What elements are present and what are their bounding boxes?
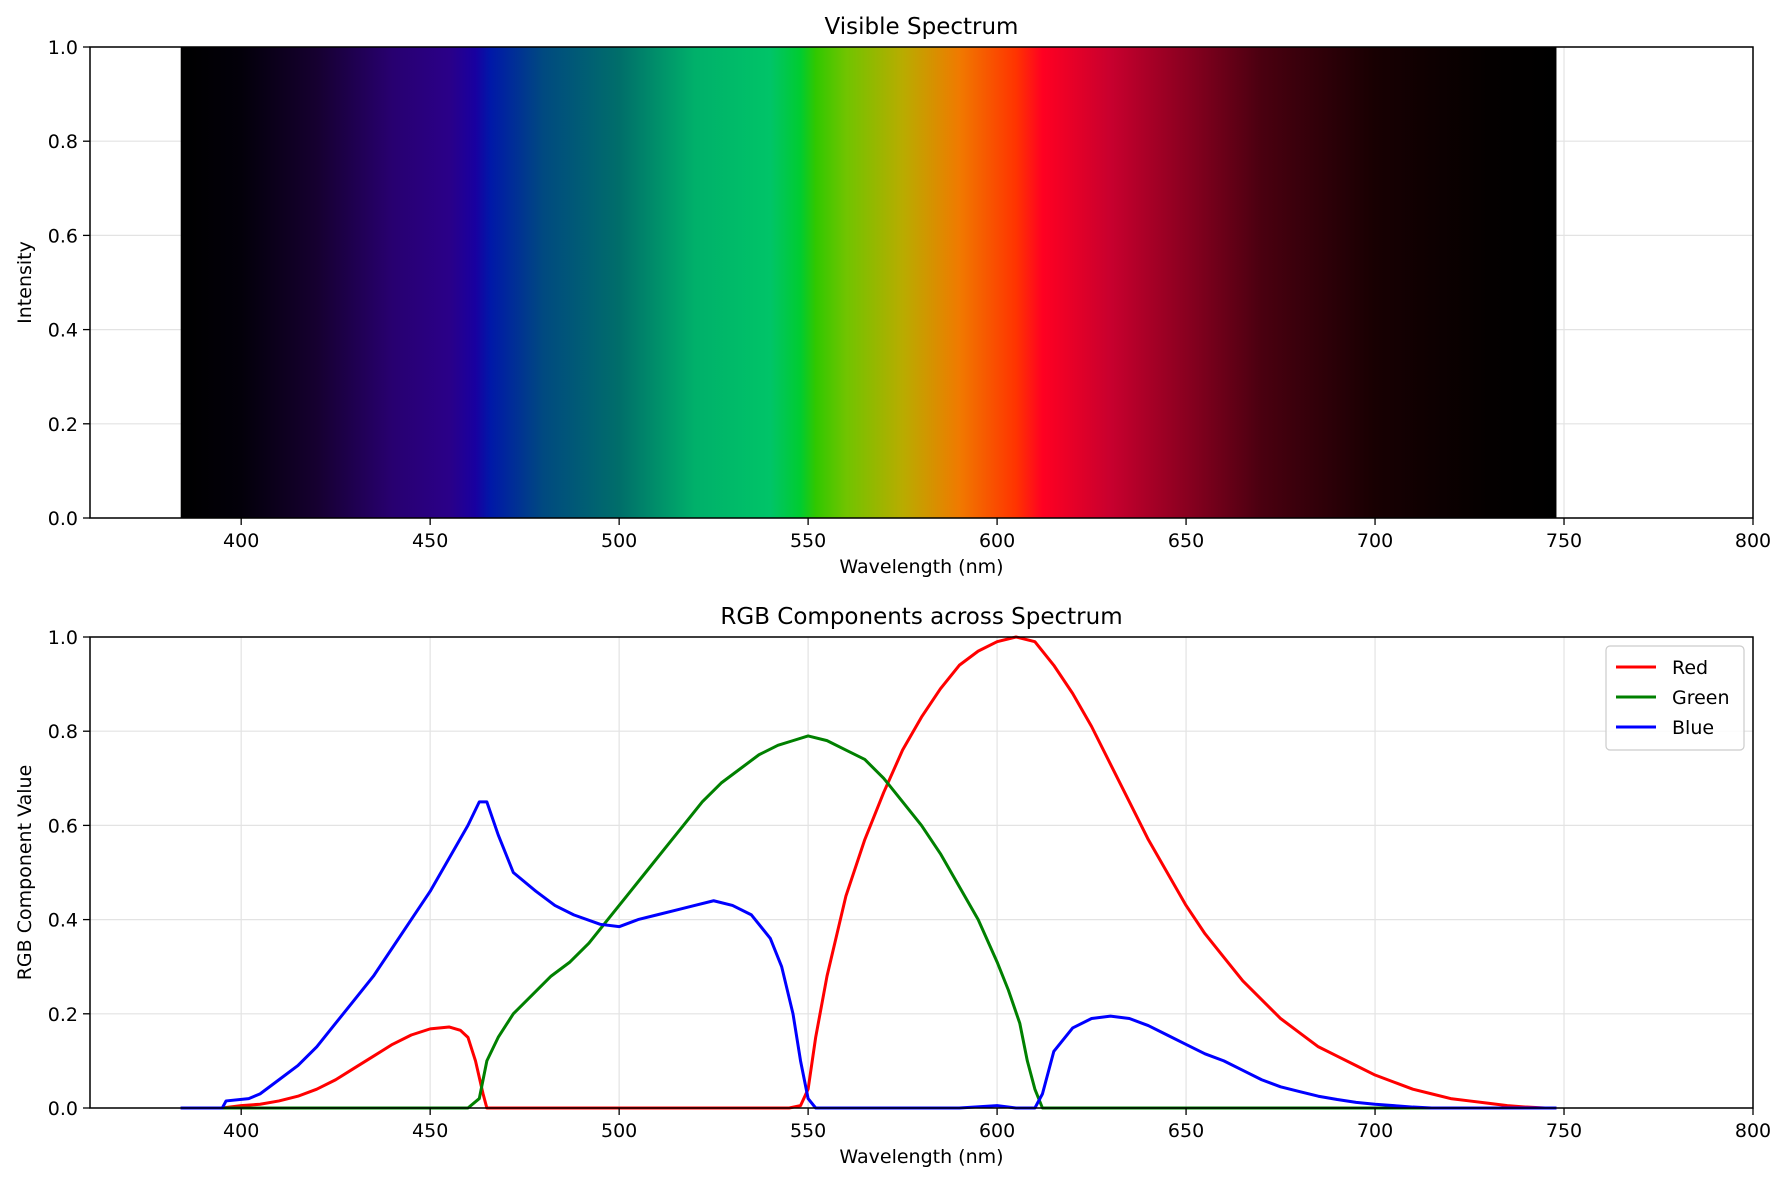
y-tick-label: 0.6: [48, 225, 78, 247]
series-line-green: [180, 734, 1557, 1110]
y-tick-label: 1.0: [48, 627, 78, 649]
plot-frame: [89, 46, 1754, 519]
chart-panel-1: 400 450 500 550 600 650 700 750 800 0.0 0.2 0.4 0.6 0…: [14, 14, 1771, 578]
y-axis-label: RGB Component Value: [14, 765, 36, 981]
legend-box: [1605, 645, 1745, 751]
x-tick-label: 600: [979, 1120, 1015, 1142]
x-tick-label: 450: [412, 530, 448, 552]
y-tick-label: 0.0: [48, 508, 78, 530]
series-line-blue: [180, 800, 1557, 1110]
x-tick-label: 750: [1546, 530, 1582, 552]
y-axis-label: Intensity: [14, 241, 36, 324]
x-axis-label: Wavelength (nm): [839, 1146, 1003, 1168]
legend-label-green: Green: [1672, 687, 1730, 709]
x-tick-label: 550: [790, 530, 826, 552]
y-tick-label: 0.4: [48, 320, 78, 342]
x-tick-label: 750: [1546, 1120, 1582, 1142]
x-tick-label: 650: [1168, 530, 1204, 552]
x-tick-label: 700: [1357, 530, 1393, 552]
y-tick-label: 0.2: [48, 414, 78, 436]
y-tick-label: 0.8: [48, 131, 78, 153]
x-tick-label: 600: [979, 530, 1015, 552]
x-tick-label: 400: [223, 530, 259, 552]
x-tick-label: 450: [412, 1120, 448, 1142]
x-tick-label: 500: [601, 1120, 637, 1142]
x-tick-label: 550: [790, 1120, 826, 1142]
x-tick-label: 800: [1735, 530, 1771, 552]
x-tick-label: 500: [601, 530, 637, 552]
chart-panel-2: 400 450 500 550 600 650 700 750 800 0.0 0.2 0.4 0.6 0…: [14, 604, 1771, 1168]
y-tick-label: 0.8: [48, 721, 78, 743]
x-tick-label: 400: [223, 1120, 259, 1142]
legend-label-blue: Blue: [1672, 717, 1714, 739]
y-tick-label: 0.0: [48, 1098, 78, 1120]
x-tick-label: 800: [1735, 1120, 1771, 1142]
y-tick-label: 0.4: [48, 910, 78, 932]
spectrum-band: [180, 47, 1557, 518]
y-tick-label: 1.0: [48, 37, 78, 59]
y-tick-label: 0.2: [48, 1004, 78, 1026]
plot-frame: [89, 636, 1754, 1109]
y-tick-label: 0.6: [48, 815, 78, 837]
legend-label-red: Red: [1672, 657, 1708, 679]
x-axis-label: Wavelength (nm): [839, 556, 1003, 578]
series-line-red: [180, 635, 1546, 1110]
chart-title: Visible Spectrum: [825, 14, 1019, 40]
x-tick-label: 650: [1168, 1120, 1204, 1142]
x-tick-label: 700: [1357, 1120, 1393, 1142]
legend: Red Green Blue: [1605, 645, 1745, 751]
chart-title: RGB Components across Spectrum: [720, 604, 1122, 630]
